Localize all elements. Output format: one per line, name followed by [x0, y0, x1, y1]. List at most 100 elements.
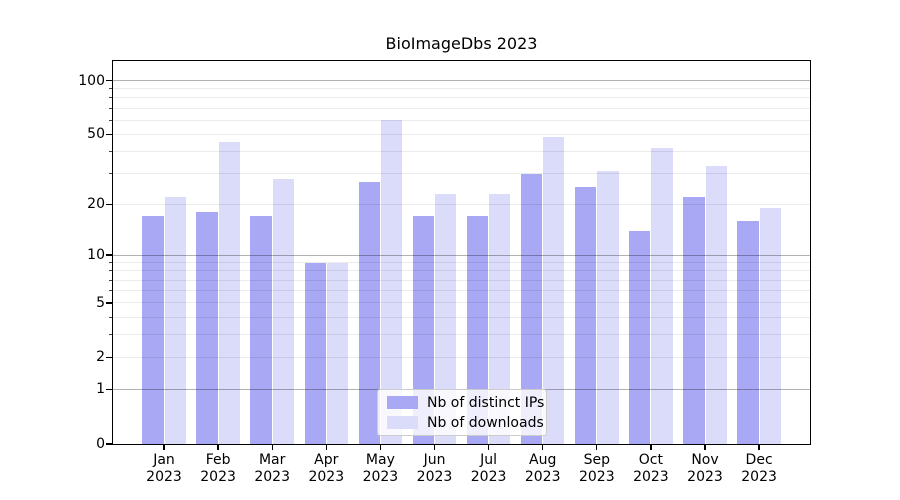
gridline-minor-7	[113, 279, 810, 281]
bar-downloads-may	[380, 120, 403, 444]
x-axis-tick-jan	[163, 445, 165, 450]
grid-layer	[113, 61, 810, 444]
legend-item-downloads: Nb of downloads	[387, 415, 546, 431]
y-axis-minor-tick-40	[109, 151, 112, 153]
gridline-minor-50	[113, 133, 810, 135]
x-axis-tick-feb	[217, 445, 219, 450]
bar-ips-jul	[466, 216, 489, 444]
gridline-minor-70	[113, 107, 810, 109]
gridline-minor-90	[113, 88, 810, 90]
x-axis-tick-label-jun: Jun 2023	[416, 452, 453, 485]
gridline-minor-20	[113, 203, 810, 205]
y-axis-minor-tick-30	[109, 173, 112, 175]
x-axis-tick-label-oct: Oct 2023	[633, 452, 669, 485]
legend-item-distinct-ips: Nb of distinct IPs	[387, 395, 546, 411]
x-axis-tick-dec	[758, 445, 760, 450]
x-axis-tick-label-may: May 2023	[362, 452, 399, 485]
y-axis-tick-0	[106, 443, 112, 445]
bar-ips-nov	[683, 197, 705, 444]
bar-downloads-jan	[164, 197, 186, 444]
x-axis-tick-mar	[271, 445, 273, 450]
x-axis-tick-nov	[704, 445, 706, 450]
bar-downloads-sep	[597, 171, 619, 444]
gridline-major-100	[113, 80, 810, 82]
gridline-minor-4	[113, 316, 810, 318]
bar-ips-apr	[304, 262, 326, 444]
x-axis-tick-label-apr: Apr 2023	[308, 452, 345, 485]
bar-ips-feb	[196, 212, 218, 444]
y-axis-minor-tick-7	[109, 279, 112, 281]
y-axis-tick-2	[106, 356, 112, 359]
gridline-minor-9	[113, 262, 810, 264]
legend-swatch-distinct-ips	[387, 396, 418, 409]
gridline-minor-2	[113, 356, 810, 358]
y-axis-tick-label-50: 50	[87, 126, 105, 143]
bar-downloads-dec	[759, 208, 781, 444]
x-axis-tick-label-mar: Mar 2023	[254, 452, 290, 485]
y-axis-minor-tick-60	[109, 119, 112, 121]
bar-downloads-oct	[651, 147, 673, 444]
x-axis-tick-label-jul: Jul 2023	[470, 452, 507, 485]
y-axis-tick-label-5: 5	[96, 294, 105, 311]
bar-ips-aug	[520, 173, 543, 444]
y-axis-tick-label-20: 20	[87, 196, 105, 213]
bar-downloads-nov	[705, 166, 727, 444]
x-axis-tick-label-nov: Nov 2023	[687, 452, 723, 485]
bar-downloads-feb	[218, 142, 240, 444]
y-axis-tick-50	[106, 133, 112, 136]
bar-ips-sep	[575, 187, 597, 444]
gridline-minor-3	[113, 334, 810, 336]
y-axis-tick-label-1: 1	[96, 381, 105, 398]
y-axis-tick-100	[106, 79, 112, 82]
legend-label-downloads: Nb of downloads	[427, 414, 544, 431]
gridline-minor-40	[113, 151, 810, 153]
y-axis-tick-label-100: 100	[78, 72, 105, 89]
x-axis-tick-aug	[542, 445, 544, 450]
axis-layer: 100 50 20 10 5 2 1 0 Jan 2023 Feb 2023 Mar 2023 Apr 202…	[78, 61, 810, 485]
x-axis-tick-sep	[596, 445, 598, 450]
y-axis-minor-tick-4	[109, 316, 112, 318]
bar-ips-mar	[250, 216, 272, 444]
y-axis-tick-5	[106, 302, 112, 304]
x-axis-tick-apr	[325, 445, 327, 450]
gridline-minor-5	[113, 302, 810, 304]
y-axis-minor-tick-3	[109, 334, 112, 336]
gridline-minor-80	[113, 97, 810, 99]
y-axis-minor-tick-70	[109, 107, 112, 109]
x-axis-tick-label-feb: Feb 2023	[200, 452, 236, 485]
x-axis-tick-label-aug: Aug 2023	[524, 452, 561, 485]
bar-downloads-mar	[272, 178, 294, 444]
x-axis-tick-jun	[433, 445, 436, 450]
bar-ips-oct	[629, 230, 651, 444]
y-axis-minor-tick-8	[109, 270, 112, 272]
bar-ips-jan	[142, 216, 164, 444]
x-axis-tick-oct	[650, 445, 652, 450]
x-axis-tick-label-dec: Dec 2023	[741, 452, 777, 485]
y-axis-tick-label-10: 10	[87, 247, 105, 264]
x-axis-tick-jul	[487, 445, 490, 450]
y-axis-tick-20	[106, 203, 112, 205]
chart-title: BioImageDbs 2023	[385, 34, 538, 53]
y-axis-tick-1	[106, 388, 112, 391]
x-axis-tick-may	[379, 445, 382, 450]
bar-ips-jun	[412, 216, 434, 444]
bar-ips-may	[358, 181, 380, 444]
y-axis-minor-tick-6	[109, 290, 112, 292]
x-axis-tick-label-jan: Jan 2023	[146, 452, 182, 485]
bar-ips-dec	[737, 220, 759, 444]
bar-downloads-apr	[326, 262, 349, 444]
bar-downloads-jun	[435, 193, 457, 444]
plot-area: 100 50 20 10 5 2 1 0 Jan 2023 Feb 2023 Mar 2023 Apr 202…	[78, 60, 811, 485]
legend: Nb of distinct IPs Nb of downloads	[377, 389, 547, 436]
gridline-minor-60	[113, 119, 810, 121]
bar-downloads-jul	[489, 193, 511, 444]
y-axis-minor-tick-80	[109, 97, 112, 99]
bar-downloads-aug	[543, 137, 565, 444]
gridline-minor-30	[113, 173, 810, 175]
y-axis-tick-label-0: 0	[96, 436, 105, 452]
y-axis-minor-tick-9	[109, 262, 112, 264]
bars-layer	[113, 61, 810, 444]
legend-label-distinct-ips: Nb of distinct IPs	[427, 394, 545, 411]
gridline-minor-8	[113, 270, 810, 272]
